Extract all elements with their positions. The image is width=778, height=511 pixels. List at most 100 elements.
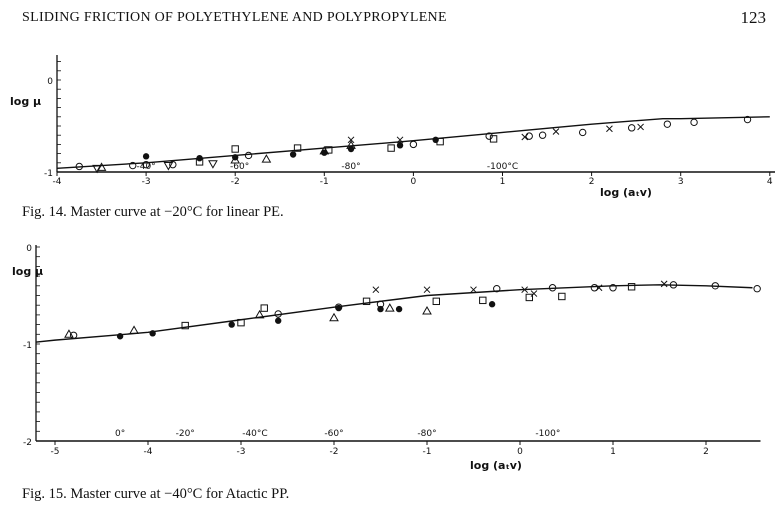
x-tick-label: -4 [53, 177, 62, 187]
data-point-filled-circle [289, 151, 297, 158]
data-point-filled-circle [377, 305, 384, 313]
data-point-circle [493, 285, 501, 293]
data-point-triangle [254, 309, 265, 319]
data-point-cross [637, 123, 644, 131]
x-tick-label: -5 [51, 447, 60, 457]
data-point-inverted-triangle [92, 164, 102, 174]
data-point-cross [660, 280, 668, 288]
y-tick-label: -2 [23, 438, 32, 448]
data-point-circle [627, 124, 636, 132]
x-tick-label: 0 [517, 447, 523, 457]
data-point-circle [169, 160, 177, 169]
data-point-square [325, 146, 333, 154]
data-point-cross [521, 286, 529, 294]
x-tick-label: -1 [423, 447, 432, 457]
x-tick-label: -2 [330, 447, 339, 457]
x-tick-label: -3 [142, 177, 151, 187]
data-point-circle [142, 160, 150, 169]
data-point-square [525, 293, 533, 302]
x-tick-label: -1 [320, 177, 329, 187]
x-tick-label: 0 [411, 177, 417, 187]
temperature-label: -40°C [242, 429, 267, 439]
data-point-triangle [230, 155, 241, 164]
x-tick-label: -3 [237, 447, 246, 457]
data-point-filled-circle [275, 317, 282, 324]
data-point-circle [244, 151, 253, 160]
data-point-circle [525, 132, 533, 140]
master-curve [36, 284, 753, 343]
data-point-square [260, 304, 268, 312]
page-number: 123 [740, 8, 767, 27]
data-point-triangle [422, 306, 432, 315]
data-point-square [432, 297, 441, 306]
x-tick-label: 1 [610, 447, 616, 457]
data-point-circle [609, 284, 617, 292]
temperature-label: -60° [230, 162, 249, 172]
temperature-label: -60° [324, 429, 343, 439]
temperature-label: -80° [341, 162, 360, 172]
temperature-label: -40° [136, 162, 155, 172]
y-tick-label: -1 [23, 341, 32, 351]
data-point-square [558, 292, 566, 301]
data-point-cross [470, 286, 477, 294]
data-point-triangle [64, 329, 74, 338]
data-point-circle [663, 120, 672, 128]
data-point-circle [69, 331, 78, 339]
data-point-triangle [129, 325, 139, 334]
data-point-filled-circle [149, 330, 156, 337]
y-axis-label: log μ [12, 265, 43, 278]
x-tick-label: 3 [678, 177, 684, 187]
data-point-cross [530, 290, 538, 297]
data-point-square [237, 318, 245, 327]
x-tick-label: -4 [144, 447, 153, 457]
x-tick-label: 2 [703, 447, 709, 457]
data-point-triangle [384, 303, 395, 312]
data-point-circle [538, 131, 547, 139]
data-point-cross [521, 133, 529, 141]
temperature-label: -80° [417, 429, 436, 439]
data-point-square [195, 158, 204, 166]
temperature-label: -100°C [487, 162, 518, 172]
data-point-circle [690, 118, 698, 127]
data-point-filled-circle [142, 153, 150, 160]
figure-15-caption: Fig. 15. Master curve at −40°C for Atact… [22, 486, 290, 502]
data-point-square [489, 135, 498, 143]
data-point-cross [396, 136, 404, 144]
data-point-filled-circle [395, 305, 403, 313]
temperature-label: 0° [115, 429, 125, 439]
temperature-label: -20° [176, 429, 195, 439]
data-point-triangle [96, 162, 107, 171]
data-point-circle [590, 284, 599, 292]
data-point-triangle [261, 154, 272, 163]
data-point-cross [606, 125, 613, 133]
data-point-cross [372, 286, 380, 294]
data-point-square [436, 137, 444, 146]
data-point-square [479, 296, 487, 305]
data-point-square [181, 321, 189, 330]
data-point-inverted-triangle [208, 160, 218, 169]
data-point-square [293, 144, 302, 152]
x-tick-label: 4 [767, 177, 773, 187]
x-axis-label: log (aₜv) [470, 459, 522, 472]
y-tick-label: -1 [44, 169, 53, 179]
data-point-filled-circle [396, 142, 404, 149]
data-point-cross [347, 136, 355, 144]
data-point-cross [595, 284, 603, 292]
data-point-cross [552, 128, 560, 135]
data-point-filled-circle [116, 333, 124, 340]
figure-14-caption: Fig. 14. Master curve at −20°C for linea… [22, 204, 284, 220]
data-point-cross [423, 286, 431, 294]
master-curve [56, 116, 770, 170]
data-point-circle [274, 310, 282, 318]
data-point-filled-circle [228, 321, 235, 328]
data-point-circle [75, 162, 83, 171]
data-point-circle [743, 115, 752, 124]
temperature-label: -100° [535, 429, 560, 439]
y-axis-label: log μ [10, 95, 41, 108]
x-tick-label: 1 [500, 177, 506, 187]
data-point-circle [669, 281, 678, 289]
data-point-circle [711, 282, 719, 290]
data-point-filled-circle [347, 145, 355, 153]
x-axis-label: log (aₜv) [600, 186, 652, 199]
